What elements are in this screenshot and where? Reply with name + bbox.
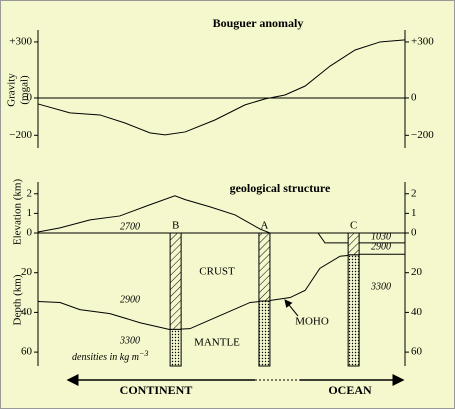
annotation: 3300	[119, 335, 140, 346]
y-tick-label: +300	[411, 35, 434, 47]
moho-arrow	[284, 299, 299, 317]
y-axis-label: (mgal)	[19, 75, 31, 105]
well-label: B	[172, 220, 179, 232]
y-tick-label: 40	[21, 306, 33, 318]
y-tick-label: 60	[21, 346, 33, 358]
note: densities in kg m−3	[72, 349, 148, 363]
y-tick-label: −200	[411, 129, 434, 141]
well-mantle	[169, 328, 182, 367]
moho-line	[37, 253, 405, 331]
y-tick-label: 0	[411, 227, 417, 239]
well-label: A	[260, 220, 268, 232]
well-crust	[169, 232, 182, 330]
annotation: MANTLE	[194, 337, 240, 349]
y-tick-label: +300	[9, 35, 32, 47]
gravity-curve	[37, 39, 406, 136]
panel-title: geological structure	[230, 181, 331, 195]
y-tick-label: 1	[27, 207, 33, 219]
y-tick-label: 60	[411, 346, 423, 358]
y-tick-label: 1	[411, 207, 417, 219]
y-tick-label: 2	[27, 187, 33, 199]
region-label: OCEAN	[328, 383, 372, 397]
annotation: MOHO	[295, 316, 329, 328]
well-crust	[258, 232, 271, 302]
well-label: C	[350, 220, 357, 232]
seafloor-line	[290, 232, 405, 244]
well-mantle	[347, 254, 360, 367]
y-tick-label: 20	[21, 266, 33, 278]
annotation: 2700	[120, 221, 140, 232]
y-tick-label: 0	[27, 91, 33, 103]
y-tick-label: −200	[9, 129, 32, 141]
annotation: CRUST	[199, 266, 235, 278]
y-tick-label: 0	[411, 91, 417, 103]
y-axis-label: Elevation (km)	[12, 179, 24, 246]
well-crust	[347, 232, 360, 256]
y-tick-label: 40	[411, 306, 423, 318]
annotation: 2900	[120, 294, 140, 305]
well-mantle	[258, 300, 271, 367]
note-text: densities in kg m	[72, 352, 139, 363]
y-tick-label: 20	[411, 266, 423, 278]
y-axis-label: Depth (km)	[12, 274, 24, 325]
elevation-profile	[37, 195, 291, 234]
region-label: CONTINENT	[120, 383, 193, 397]
y-tick-label: 2	[411, 187, 417, 199]
annotation: 1030	[371, 231, 391, 242]
panel-title: Bouguer anomaly	[213, 16, 304, 30]
y-tick-label: 0	[27, 227, 33, 239]
annotation: 2900	[371, 241, 391, 252]
y-axis-label: Gravity	[6, 73, 18, 107]
note-exponent: −3	[139, 349, 148, 358]
annotation: 3300	[370, 281, 391, 292]
